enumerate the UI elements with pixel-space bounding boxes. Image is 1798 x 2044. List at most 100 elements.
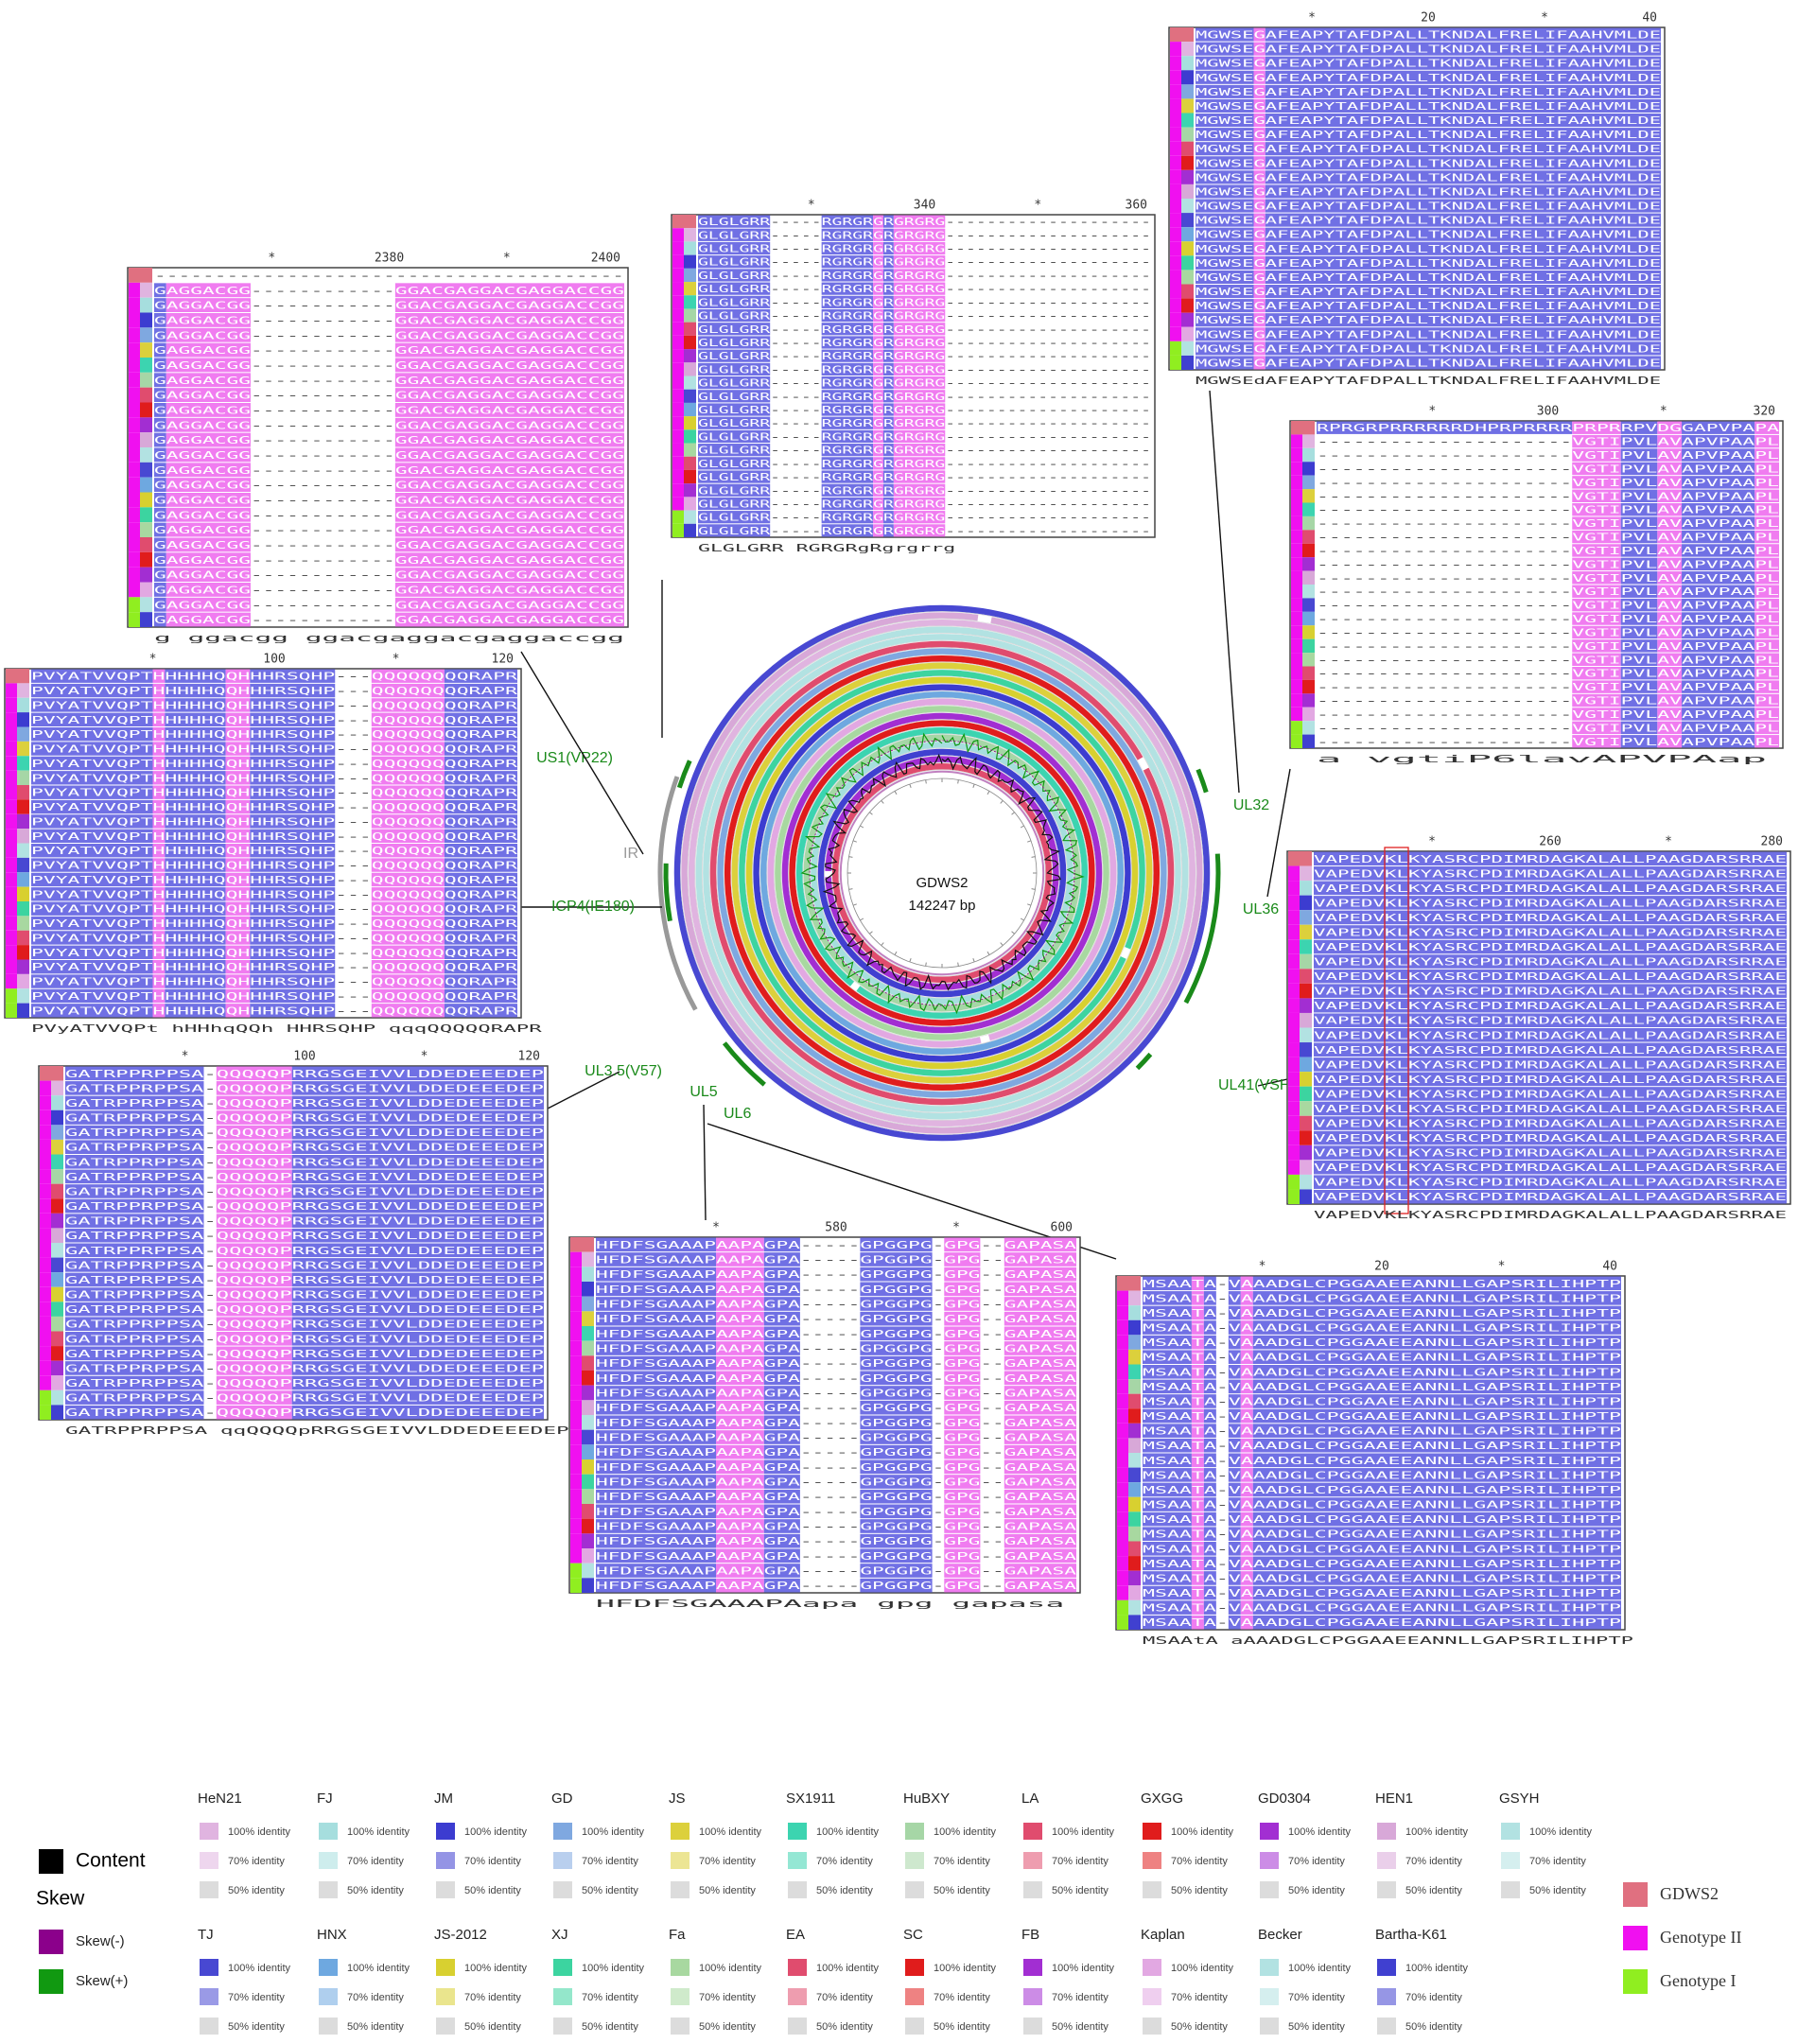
residue-run xyxy=(216,1375,292,1390)
residue-run xyxy=(1004,1237,1076,1252)
residue-run xyxy=(1682,448,1755,462)
residue-run xyxy=(216,1081,292,1095)
residue-run xyxy=(1265,299,1661,313)
residue-run xyxy=(1004,1297,1076,1311)
residue-run xyxy=(166,537,251,552)
residue-run xyxy=(873,470,883,483)
residue-run xyxy=(698,483,771,497)
group-strip xyxy=(1170,155,1181,170)
group-strip xyxy=(6,683,17,698)
residue-run xyxy=(882,403,894,416)
group-strip xyxy=(40,1286,51,1302)
residue-run xyxy=(1682,476,1755,489)
residue-run xyxy=(152,872,166,887)
residue-run xyxy=(1196,84,1254,98)
panel-box xyxy=(1286,850,1791,1205)
identity-swatch xyxy=(1023,1959,1042,1976)
residue-run xyxy=(250,1004,336,1018)
residue-run xyxy=(216,1140,292,1154)
sequence-row: --------------------- VGTIPVLAVAPVPAAPL xyxy=(1317,463,1780,475)
sequence-row: GAGGACGG ------------ GGACGAGGACGAGGACCGG xyxy=(154,434,624,446)
position-tick: * xyxy=(1034,199,1041,213)
residue-run xyxy=(596,1371,716,1386)
residue-run xyxy=(250,785,336,799)
ring-edge xyxy=(723,654,1161,1092)
residue-run xyxy=(1004,1459,1076,1475)
residue-run xyxy=(291,1302,544,1317)
residue-run xyxy=(444,988,517,1004)
position-tick: 360 xyxy=(1126,199,1147,213)
strain-strip xyxy=(51,1286,63,1302)
residue-run xyxy=(1620,448,1658,462)
residue-run xyxy=(1682,571,1755,585)
group-strip xyxy=(129,537,140,552)
residue-run xyxy=(860,1504,933,1519)
residue-run xyxy=(763,1400,800,1415)
identity-label: 100% identity xyxy=(347,1826,410,1838)
strain-strip xyxy=(51,1169,63,1184)
residue-run xyxy=(1203,1511,1216,1527)
residue-run xyxy=(65,1272,204,1287)
group-strip xyxy=(1291,475,1302,490)
connector xyxy=(1257,1078,1288,1087)
group-strip xyxy=(570,1282,582,1297)
ring-gap xyxy=(1120,946,1131,959)
residue-run xyxy=(860,1386,933,1400)
group-strip xyxy=(129,582,140,598)
residue-run xyxy=(596,1267,716,1282)
residue-run xyxy=(371,872,445,887)
axis-tick xyxy=(1027,903,1032,906)
group-strip xyxy=(6,770,17,785)
strain-strip xyxy=(1300,910,1312,925)
residue-run xyxy=(882,497,894,511)
group-strip xyxy=(1288,1101,1300,1116)
strain-strip xyxy=(1128,1349,1141,1365)
group-strip xyxy=(1170,355,1181,370)
residue-run xyxy=(860,1489,933,1504)
residue-run xyxy=(1682,516,1755,530)
residue-run xyxy=(1754,585,1779,598)
group-strip xyxy=(672,523,684,537)
residue-run xyxy=(166,463,251,478)
sequence-row: PVYATVVQPTHHHHHQQHHHRSQHP --- QQQQQQQQRAPR xyxy=(31,714,518,726)
residue-run xyxy=(763,1444,800,1459)
group-strip xyxy=(1288,851,1300,866)
group-strip xyxy=(1117,1541,1128,1557)
residue-run xyxy=(1240,1379,1253,1394)
sequence-row: HFDFSGAAAPAAPAGPA ----- GPGGPG - GPG -- GAPASA xyxy=(596,1535,1077,1547)
group-strip xyxy=(1288,939,1300,954)
residue-run xyxy=(944,1267,981,1282)
strain-name: HEN1 xyxy=(1375,1791,1413,1807)
identity-ring xyxy=(695,626,1189,1120)
strain-strip xyxy=(1300,1174,1312,1190)
residue-run xyxy=(944,1400,981,1415)
strain-strip xyxy=(1128,1541,1141,1557)
residue-run xyxy=(1253,227,1266,241)
residue-run xyxy=(716,1475,764,1489)
residue-run xyxy=(65,1317,204,1331)
residue-run xyxy=(166,373,251,388)
residue-run xyxy=(1572,489,1621,502)
residue-run xyxy=(1657,503,1683,516)
sequence-row: GAGGACGG ------------ GGACGAGGACGAGGACCGG xyxy=(154,480,624,492)
strain-strip xyxy=(1181,199,1194,214)
residue-run xyxy=(1228,1305,1241,1320)
residue-run xyxy=(821,255,874,269)
axis-tick xyxy=(1031,856,1036,858)
residue-run xyxy=(31,756,153,771)
residue-run xyxy=(944,1252,981,1267)
axis-tick xyxy=(1027,840,1032,843)
residue-run xyxy=(1240,1276,1253,1291)
residue-run xyxy=(1657,653,1683,666)
strain-strip xyxy=(1128,1290,1141,1306)
identity-swatch xyxy=(200,1852,218,1869)
residue-run xyxy=(1754,448,1779,462)
residue-run xyxy=(1203,1615,1216,1630)
residue-run xyxy=(698,416,771,429)
residue-run xyxy=(31,844,153,858)
residue-run xyxy=(1314,896,1787,910)
group-strip xyxy=(40,1331,51,1347)
residue-run xyxy=(1682,667,1755,680)
sequence-row: MSAATA - VAAADGLCPGGAAEEANNLLGAPSRILIHPTP xyxy=(1143,1322,1622,1335)
identity-swatch xyxy=(1377,1823,1396,1840)
